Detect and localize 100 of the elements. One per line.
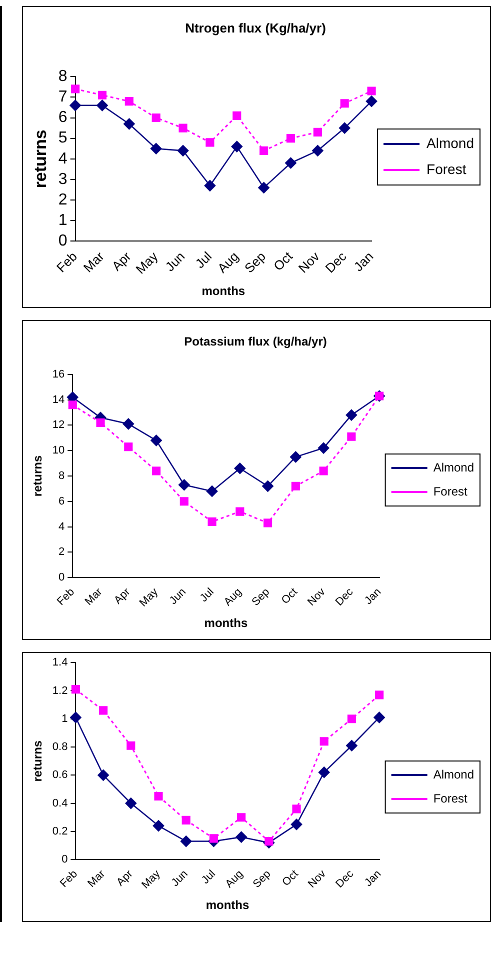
x-tick-label: Oct	[270, 248, 296, 274]
point	[208, 517, 216, 526]
point	[346, 409, 358, 421]
point	[154, 792, 163, 801]
point	[232, 111, 242, 120]
point	[236, 831, 247, 843]
point	[366, 96, 378, 107]
point	[180, 497, 188, 506]
y-tick-label: 0.6	[52, 769, 68, 782]
x-tick-label: Jun	[169, 868, 190, 890]
x-tick-label: Aug	[214, 248, 242, 276]
point	[262, 480, 274, 492]
point	[96, 100, 108, 112]
x-tick-label: Mar	[82, 586, 106, 608]
legend-label: Almond	[433, 767, 474, 782]
y-tick-label: 1.4	[52, 656, 68, 669]
y-tick-label: 0.2	[52, 825, 68, 838]
x-tick-label: Jun	[162, 248, 188, 274]
x-tick-label: Sep	[250, 868, 274, 890]
y-tick-label: 14	[52, 394, 65, 406]
point	[258, 182, 270, 194]
point	[319, 466, 328, 476]
x-tick-label: Jun	[167, 586, 188, 608]
x-tick-label: Jan	[350, 248, 376, 274]
y-tick-label: 10	[52, 444, 65, 457]
x-tick-label: Feb	[55, 586, 77, 608]
x-tick-label: Oct	[280, 868, 301, 889]
y-tick-label: 4	[58, 150, 68, 168]
point	[70, 712, 82, 724]
y-tick-label: 0	[58, 572, 65, 584]
x-tick-label: Feb	[54, 248, 80, 276]
x-tick-label: Feb	[58, 868, 80, 890]
point	[320, 737, 328, 746]
x-tick-label: May	[132, 248, 162, 277]
x-tick-label: Nov	[295, 248, 323, 276]
x-tick-label: Apr	[112, 586, 133, 607]
point	[71, 685, 80, 694]
point	[125, 798, 137, 809]
point	[124, 118, 135, 130]
x-tick-label: Apr	[108, 248, 134, 274]
point	[177, 145, 189, 156]
y-tick-label: 5	[58, 130, 68, 147]
x-tick-label: May	[140, 868, 164, 892]
x-tick-label: Jan	[362, 868, 384, 890]
y-tick-label: 2	[58, 191, 68, 208]
x-tick-label: Oct	[279, 586, 300, 607]
point	[340, 99, 349, 108]
point	[338, 122, 350, 134]
y-tick-label: 3	[58, 170, 68, 188]
y-tick-label: 6	[58, 109, 68, 126]
x-tick-label: Mar	[86, 868, 108, 890]
y-tick-label: 1.2	[52, 684, 68, 697]
point	[70, 100, 81, 112]
point	[347, 432, 356, 441]
point	[152, 113, 160, 122]
point	[290, 818, 302, 830]
point	[367, 86, 376, 96]
x-tick-label: Jan	[362, 586, 384, 608]
x-tick-label: Aug	[223, 868, 246, 890]
y-tick-label: 12	[52, 419, 65, 432]
x-tick-label: Apr	[114, 868, 136, 889]
legend-label: Almond	[433, 460, 474, 474]
x-tick-label: Nov	[306, 586, 328, 608]
x-axis-title: months	[204, 616, 248, 630]
y-axis-title: returns	[30, 130, 50, 188]
point	[286, 134, 296, 143]
x-tick-label: May	[137, 586, 161, 610]
y-tick-label: 0	[62, 854, 68, 866]
point	[150, 142, 162, 154]
point	[99, 706, 108, 715]
point	[346, 740, 358, 752]
x-tick-label: Sep	[250, 586, 272, 608]
point	[96, 418, 105, 427]
point	[374, 712, 385, 724]
x-tick-label: Jul	[198, 586, 216, 604]
point	[312, 145, 324, 156]
legend-label: Forest	[433, 484, 468, 498]
point	[204, 180, 216, 192]
point	[206, 138, 214, 147]
x-tick-label: Dec	[333, 586, 356, 608]
x-tick-label: Dec	[334, 868, 356, 890]
point	[98, 770, 109, 781]
point	[178, 124, 188, 132]
y-tick-label: 1	[58, 212, 68, 230]
legend-label: Almond	[426, 134, 474, 151]
x-tick-label: Aug	[222, 586, 244, 608]
y-axis-title: returns	[30, 454, 45, 497]
y-axis-title: returns	[30, 740, 45, 782]
point	[152, 820, 164, 832]
point	[124, 97, 134, 106]
y-tick-label: 6	[58, 495, 65, 508]
x-tick-label: Nov	[306, 868, 329, 890]
point	[124, 442, 133, 452]
point	[182, 816, 190, 824]
x-axis-title: months	[202, 284, 246, 298]
point	[318, 442, 330, 454]
point	[264, 518, 272, 528]
y-tick-label: 8	[58, 68, 68, 86]
y-tick-label: 2	[58, 546, 65, 558]
point	[150, 434, 162, 446]
